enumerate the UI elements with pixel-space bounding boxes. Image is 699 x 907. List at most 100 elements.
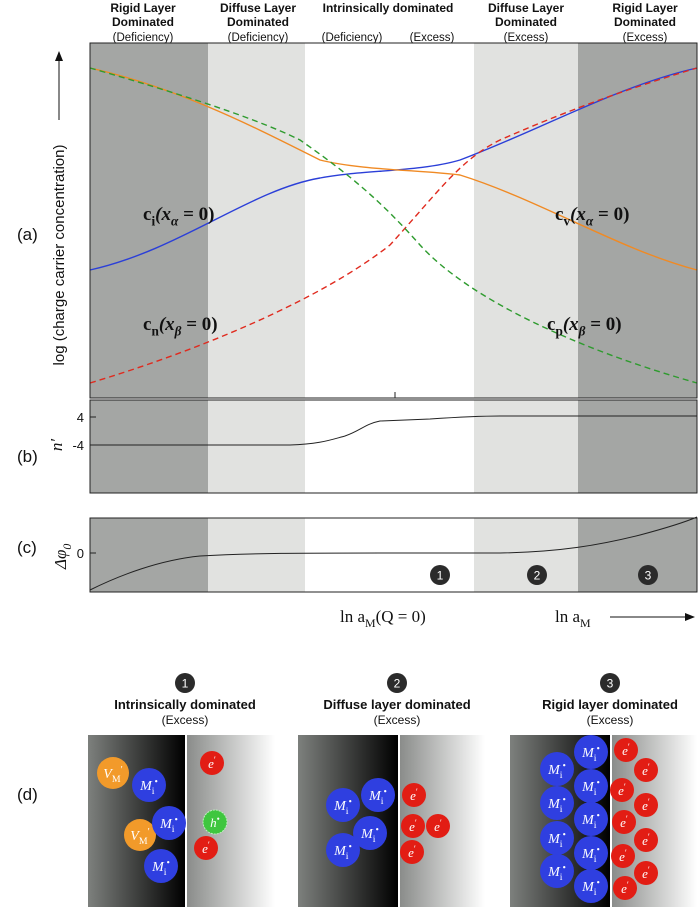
particle-label-part: M	[112, 774, 121, 785]
particle-label-part: •	[217, 814, 220, 824]
band	[474, 518, 578, 592]
band	[474, 400, 578, 493]
curve-label: cv(xα = 0)	[555, 204, 629, 229]
particle-label: e′	[620, 814, 628, 830]
regime-heading: Dominated	[227, 15, 289, 29]
particle-label: Mi•	[547, 862, 566, 883]
particle-label: Mi•	[547, 794, 566, 815]
curve-label-part: p	[555, 324, 562, 339]
band	[208, 43, 305, 398]
particle-label: e′	[202, 840, 210, 856]
particle-label-part: M	[547, 797, 561, 812]
number-badge	[600, 673, 620, 693]
curve-label-part: = 0)	[593, 204, 629, 225]
particle	[361, 778, 395, 812]
particle	[401, 814, 425, 838]
particle-label-part: M	[139, 836, 148, 847]
particle-label-part: •	[596, 844, 599, 855]
particle-label-part: i	[594, 787, 597, 798]
particle-label-part: ′	[121, 764, 123, 775]
particle	[402, 783, 426, 807]
particle	[634, 793, 658, 817]
regime-heading: Diffuse Layer	[220, 1, 296, 15]
particle-label-part: ′	[416, 787, 418, 797]
particle	[540, 786, 574, 820]
particle-label-part: •	[562, 760, 565, 771]
particle-label-part: ′	[208, 840, 210, 850]
particle-label-part: h	[210, 815, 217, 830]
axis-label-part: 0	[60, 544, 74, 550]
n-prime-curve	[90, 415, 697, 446]
number-badge-label: 2	[534, 569, 541, 583]
curve-label-part: α	[586, 214, 594, 229]
regime-heading: Intrinsically dominated	[323, 1, 454, 15]
particle-label: Mi•	[360, 824, 379, 845]
number-badge-label: 3	[607, 677, 614, 691]
number-badge	[175, 673, 195, 693]
particle-label-part: ′	[414, 844, 416, 854]
particle	[574, 735, 608, 769]
particle-label-part: i	[594, 820, 597, 831]
x-axis-label-part: (Q = 0)	[376, 607, 426, 626]
particle-label-part: i	[594, 854, 597, 865]
particle-label-part: V	[103, 767, 113, 782]
particle-label-part: e	[622, 743, 628, 758]
band	[578, 400, 697, 493]
particle-label: e′	[642, 762, 650, 778]
particle-label-part: e	[618, 783, 624, 798]
particle	[194, 836, 218, 860]
particle-label-part: •	[375, 824, 378, 835]
particle	[132, 768, 166, 802]
particle-label-part: i	[560, 839, 563, 850]
curve-label-part: c	[143, 204, 151, 225]
particle-label: e′	[622, 742, 630, 758]
frame-b	[89, 399, 698, 494]
particle-label: e′	[621, 880, 629, 896]
regime-heading: Dominated	[112, 15, 174, 29]
regime-note: (Excess)	[587, 713, 634, 727]
particle-label-part: i	[560, 804, 563, 815]
particle-label-part: e	[642, 798, 648, 813]
particle-label-part: i	[560, 872, 563, 883]
particle-label-part: M	[581, 780, 595, 795]
curve-label-part: i	[151, 214, 155, 229]
particle-label-part: e	[619, 849, 625, 864]
particle-label-part: •	[562, 794, 565, 805]
particle-label-part: e	[642, 866, 648, 881]
number-badge-label: 1	[437, 569, 444, 583]
particle-label: Mi•	[547, 829, 566, 850]
particle-label-part: e	[434, 819, 440, 834]
curve-label-part: c	[555, 204, 563, 225]
particle-label: Mi•	[368, 786, 387, 807]
particle-label-part: M	[151, 860, 165, 875]
particle-label: Mi•	[547, 760, 566, 781]
particle-label-part: M	[333, 844, 347, 859]
particle-label-part: i	[560, 770, 563, 781]
tick-label: -4	[72, 438, 84, 453]
x-axis-label-part: ln a	[555, 607, 580, 626]
particle-label-part: ′	[626, 814, 628, 824]
tick-label: 4	[77, 410, 84, 425]
axis-label: Δφ0	[51, 544, 74, 570]
regime-note: (Excess)	[623, 32, 668, 44]
axis-label: n′	[47, 439, 66, 452]
frame-a	[89, 42, 698, 399]
curve-label: cn(xβ = 0)	[143, 314, 218, 339]
number-badge	[430, 565, 450, 585]
particle-label-part: M	[547, 865, 561, 880]
particle-label-part: M	[139, 779, 153, 794]
particle-label-part: M	[581, 847, 595, 862]
tick-label: 0	[77, 546, 84, 561]
band	[578, 518, 697, 592]
regime-heading: Diffuse Layer	[488, 1, 564, 15]
particle	[97, 757, 129, 789]
particle-label-part: e	[642, 833, 648, 848]
particle-label-part: i	[164, 867, 167, 878]
particle	[326, 833, 360, 867]
particle	[200, 751, 224, 775]
band	[474, 43, 578, 398]
frames	[89, 42, 698, 593]
particle-label: VM′	[103, 764, 122, 785]
particle-label-part: e	[642, 763, 648, 778]
number-badge-label: 2	[394, 677, 401, 691]
